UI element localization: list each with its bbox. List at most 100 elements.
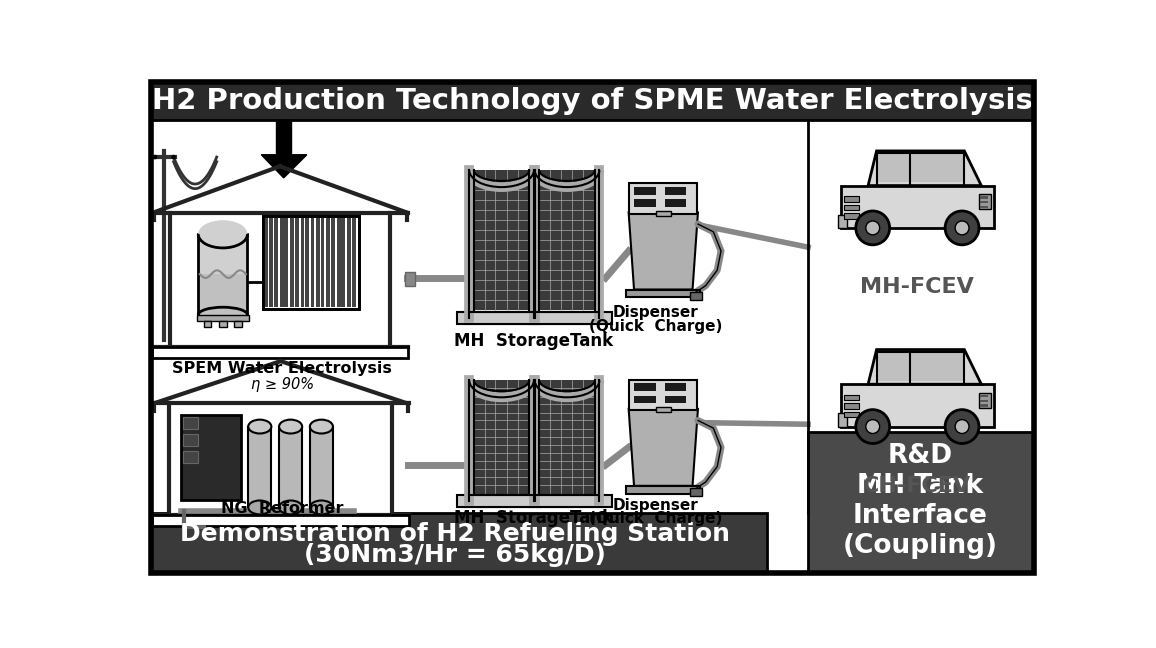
Circle shape bbox=[855, 410, 890, 443]
Bar bbox=[457, 312, 612, 324]
Bar bbox=[218, 321, 227, 327]
Bar bbox=[633, 396, 655, 404]
Bar bbox=[838, 413, 846, 426]
Circle shape bbox=[153, 155, 157, 159]
Bar bbox=[151, 513, 768, 573]
Bar bbox=[842, 384, 994, 426]
Bar bbox=[979, 393, 991, 408]
Ellipse shape bbox=[198, 220, 247, 248]
Bar bbox=[280, 218, 283, 307]
Bar bbox=[284, 218, 288, 307]
Bar bbox=[276, 120, 291, 155]
Text: MH  StorageTank: MH StorageTank bbox=[454, 509, 614, 527]
Bar bbox=[844, 404, 859, 409]
Bar bbox=[203, 321, 212, 327]
Bar bbox=[183, 417, 198, 429]
Bar bbox=[279, 426, 302, 507]
Bar bbox=[633, 200, 655, 207]
Bar bbox=[844, 205, 859, 210]
Bar bbox=[633, 187, 655, 195]
Bar bbox=[844, 395, 859, 400]
Bar bbox=[197, 315, 249, 321]
Bar bbox=[305, 218, 309, 307]
Bar bbox=[170, 213, 390, 347]
Text: (Quick  Charge): (Quick Charge) bbox=[588, 511, 722, 526]
Text: Dispenser: Dispenser bbox=[613, 498, 698, 513]
Polygon shape bbox=[629, 213, 698, 290]
Bar bbox=[665, 384, 687, 391]
Ellipse shape bbox=[249, 420, 272, 434]
Bar bbox=[528, 495, 606, 507]
Text: H2 Production Technology of SPME Water Electrolysis: H2 Production Technology of SPME Water E… bbox=[151, 87, 1033, 115]
Bar bbox=[540, 380, 594, 494]
Bar bbox=[316, 218, 320, 307]
Bar bbox=[627, 486, 701, 494]
Circle shape bbox=[955, 420, 969, 434]
Bar bbox=[151, 515, 409, 526]
Bar bbox=[980, 196, 988, 199]
Bar bbox=[311, 218, 314, 307]
Bar bbox=[980, 205, 988, 208]
Text: SPEM Water Electrolysis: SPEM Water Electrolysis bbox=[172, 362, 392, 376]
Bar bbox=[341, 218, 346, 307]
Bar bbox=[198, 234, 247, 315]
Bar bbox=[980, 395, 988, 397]
Bar bbox=[269, 218, 273, 307]
Bar bbox=[265, 218, 268, 307]
Bar bbox=[690, 292, 702, 299]
Ellipse shape bbox=[279, 500, 302, 515]
Bar bbox=[808, 432, 1033, 573]
Polygon shape bbox=[261, 155, 306, 178]
Bar bbox=[464, 495, 540, 507]
Bar bbox=[262, 216, 360, 308]
Text: η ≥ 90%: η ≥ 90% bbox=[251, 376, 313, 392]
Bar bbox=[540, 170, 594, 310]
Bar bbox=[326, 218, 329, 307]
Bar bbox=[457, 495, 612, 507]
Polygon shape bbox=[154, 167, 407, 213]
Bar bbox=[151, 82, 1033, 120]
Bar bbox=[842, 185, 994, 228]
Polygon shape bbox=[154, 361, 408, 404]
Text: Dispenser: Dispenser bbox=[613, 305, 698, 320]
Bar bbox=[665, 187, 687, 195]
Bar bbox=[665, 396, 687, 404]
Bar bbox=[980, 404, 988, 406]
Circle shape bbox=[946, 211, 979, 245]
Bar bbox=[629, 380, 697, 410]
Circle shape bbox=[866, 221, 880, 235]
Text: MH  StorageTank: MH StorageTank bbox=[454, 332, 614, 350]
Bar bbox=[180, 415, 240, 500]
Circle shape bbox=[855, 211, 890, 245]
Bar bbox=[528, 312, 606, 324]
Bar bbox=[249, 426, 272, 507]
Bar bbox=[295, 218, 299, 307]
Bar bbox=[838, 215, 846, 228]
Bar bbox=[876, 352, 964, 381]
Text: NG  Reformer: NG Reformer bbox=[221, 502, 343, 516]
Bar bbox=[629, 183, 697, 214]
Circle shape bbox=[946, 410, 979, 443]
Ellipse shape bbox=[310, 500, 333, 515]
Text: R&D
MH Tank
Interface
(Coupling): R&D MH Tank Interface (Coupling) bbox=[843, 443, 998, 559]
Bar bbox=[235, 321, 242, 327]
Bar bbox=[347, 218, 350, 307]
Circle shape bbox=[955, 221, 969, 235]
Bar bbox=[320, 218, 325, 307]
Bar bbox=[876, 153, 964, 183]
Bar bbox=[627, 290, 701, 297]
Bar bbox=[980, 400, 988, 402]
Bar bbox=[474, 170, 529, 310]
Bar bbox=[151, 347, 408, 358]
Bar bbox=[301, 218, 304, 307]
Bar bbox=[844, 213, 859, 218]
Text: CH-FCEV: CH-FCEV bbox=[864, 476, 971, 496]
Bar bbox=[353, 218, 356, 307]
Polygon shape bbox=[868, 151, 981, 185]
Text: Demonstration of H2 Refueling Station: Demonstration of H2 Refueling Station bbox=[180, 522, 731, 546]
Text: (30Nm3/Hr = 65kg/D): (30Nm3/Hr = 65kg/D) bbox=[304, 543, 607, 567]
Bar bbox=[464, 312, 540, 324]
Polygon shape bbox=[868, 349, 981, 384]
Bar bbox=[290, 218, 294, 307]
Bar bbox=[262, 216, 360, 308]
